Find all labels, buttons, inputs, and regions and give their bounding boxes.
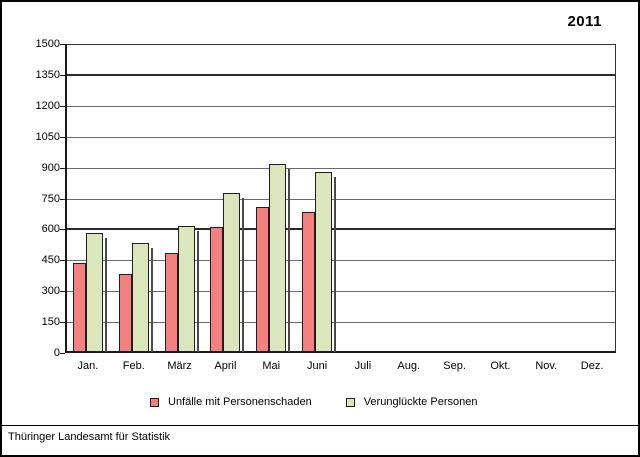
bar-shadow-6 — [334, 177, 336, 352]
gridline-150 — [67, 322, 615, 323]
y-tick-label-450: 450 — [41, 254, 60, 266]
y-tick-label-0: 0 — [53, 347, 60, 359]
plot-frame-top — [65, 44, 616, 45]
chart-year-title: 2011 — [567, 13, 602, 30]
plot-area — [65, 44, 616, 354]
gridline-450 — [67, 260, 615, 261]
bar-verunglueckte-5 — [269, 164, 286, 352]
gridline-300 — [67, 291, 615, 292]
bar-unfaelle-3 — [165, 253, 178, 352]
legend: Unfälle mit Personenschaden Verunglückte… — [150, 396, 477, 409]
legend-label-unfaelle: Unfälle mit Personenschaden — [168, 396, 312, 408]
bar-unfaelle-4 — [210, 227, 223, 352]
y-tick-label-1500: 1500 — [35, 38, 60, 50]
gridline-1200 — [67, 106, 615, 107]
bar-verunglueckte-3 — [178, 226, 195, 352]
x-tick-label-4: April — [214, 360, 237, 372]
x-tick-label-11: Nov. — [535, 360, 558, 372]
bar-verunglueckte-6 — [315, 172, 332, 352]
gridline-1050 — [67, 137, 615, 138]
legend-item-verunglueckte: Verunglückte Personen — [345, 396, 478, 409]
y-tick-label-750: 750 — [41, 193, 60, 205]
bar-verunglueckte-4 — [223, 193, 240, 352]
legend-swatch-unfaelle — [150, 398, 159, 407]
x-tick-label-10: Okt. — [490, 360, 511, 372]
bar-verunglueckte-1 — [86, 233, 103, 352]
y-tick-label-1050: 1050 — [35, 131, 60, 143]
y-tick-label-600: 600 — [41, 223, 60, 235]
y-tick-label-1200: 1200 — [35, 100, 60, 112]
gridline-600 — [67, 228, 615, 230]
y-tick-label-300: 300 — [41, 285, 60, 297]
y-tick-label-1350: 1350 — [35, 69, 60, 81]
gridline-900 — [67, 168, 615, 169]
plot-frame-right — [615, 44, 616, 353]
bar-verunglueckte-2 — [132, 243, 149, 352]
y-tick-1350 — [60, 75, 65, 76]
legend-label-verunglueckte: Verunglückte Personen — [363, 396, 478, 408]
y-tick-150 — [60, 322, 65, 323]
y-tick-750 — [60, 199, 65, 200]
x-tick-label-7: Juli — [354, 360, 372, 372]
y-tick-300 — [60, 291, 65, 292]
y-tick-450 — [60, 260, 65, 261]
x-tick-label-9: Sep. — [443, 360, 466, 372]
x-tick-label-3: März — [167, 360, 192, 372]
x-tick-label-12: Dez. — [580, 360, 604, 372]
bar-unfaelle-5 — [256, 207, 269, 352]
y-tick-1050 — [60, 137, 65, 138]
footer-separator — [2, 425, 638, 426]
bar-unfaelle-2 — [119, 274, 132, 352]
y-tick-600 — [60, 229, 65, 230]
bar-shadow-1 — [105, 238, 107, 352]
x-tick-label-2: Feb. — [122, 360, 145, 372]
bar-shadow-4 — [242, 198, 244, 352]
x-tick-label-8: Aug. — [397, 360, 421, 372]
x-tick-label-1: Jan. — [77, 360, 99, 372]
bar-shadow-3 — [197, 231, 199, 352]
y-tick-label-150: 150 — [41, 316, 60, 328]
gridline-1350 — [67, 74, 615, 76]
gridline-750 — [67, 199, 615, 200]
legend-item-unfaelle: Unfälle mit Personenschaden — [150, 396, 312, 409]
y-tick-900 — [60, 168, 65, 169]
y-tick-label-900: 900 — [41, 162, 60, 174]
y-axis-line — [65, 44, 67, 353]
bar-shadow-5 — [288, 169, 290, 352]
legend-swatch-verunglueckte — [345, 398, 355, 407]
y-tick-1500 — [60, 44, 65, 45]
bar-shadow-2 — [151, 248, 153, 352]
bar-unfaelle-6 — [302, 212, 315, 352]
source-attribution: Thüringer Landesamt für Statistik — [8, 431, 171, 443]
bar-unfaelle-1 — [73, 263, 86, 352]
x-tick-label-6: Juni — [306, 360, 328, 372]
x-axis-line — [65, 351, 616, 353]
y-tick-0 — [60, 353, 65, 354]
x-tick-label-5: Mai — [262, 360, 281, 372]
y-tick-1200 — [60, 106, 65, 107]
